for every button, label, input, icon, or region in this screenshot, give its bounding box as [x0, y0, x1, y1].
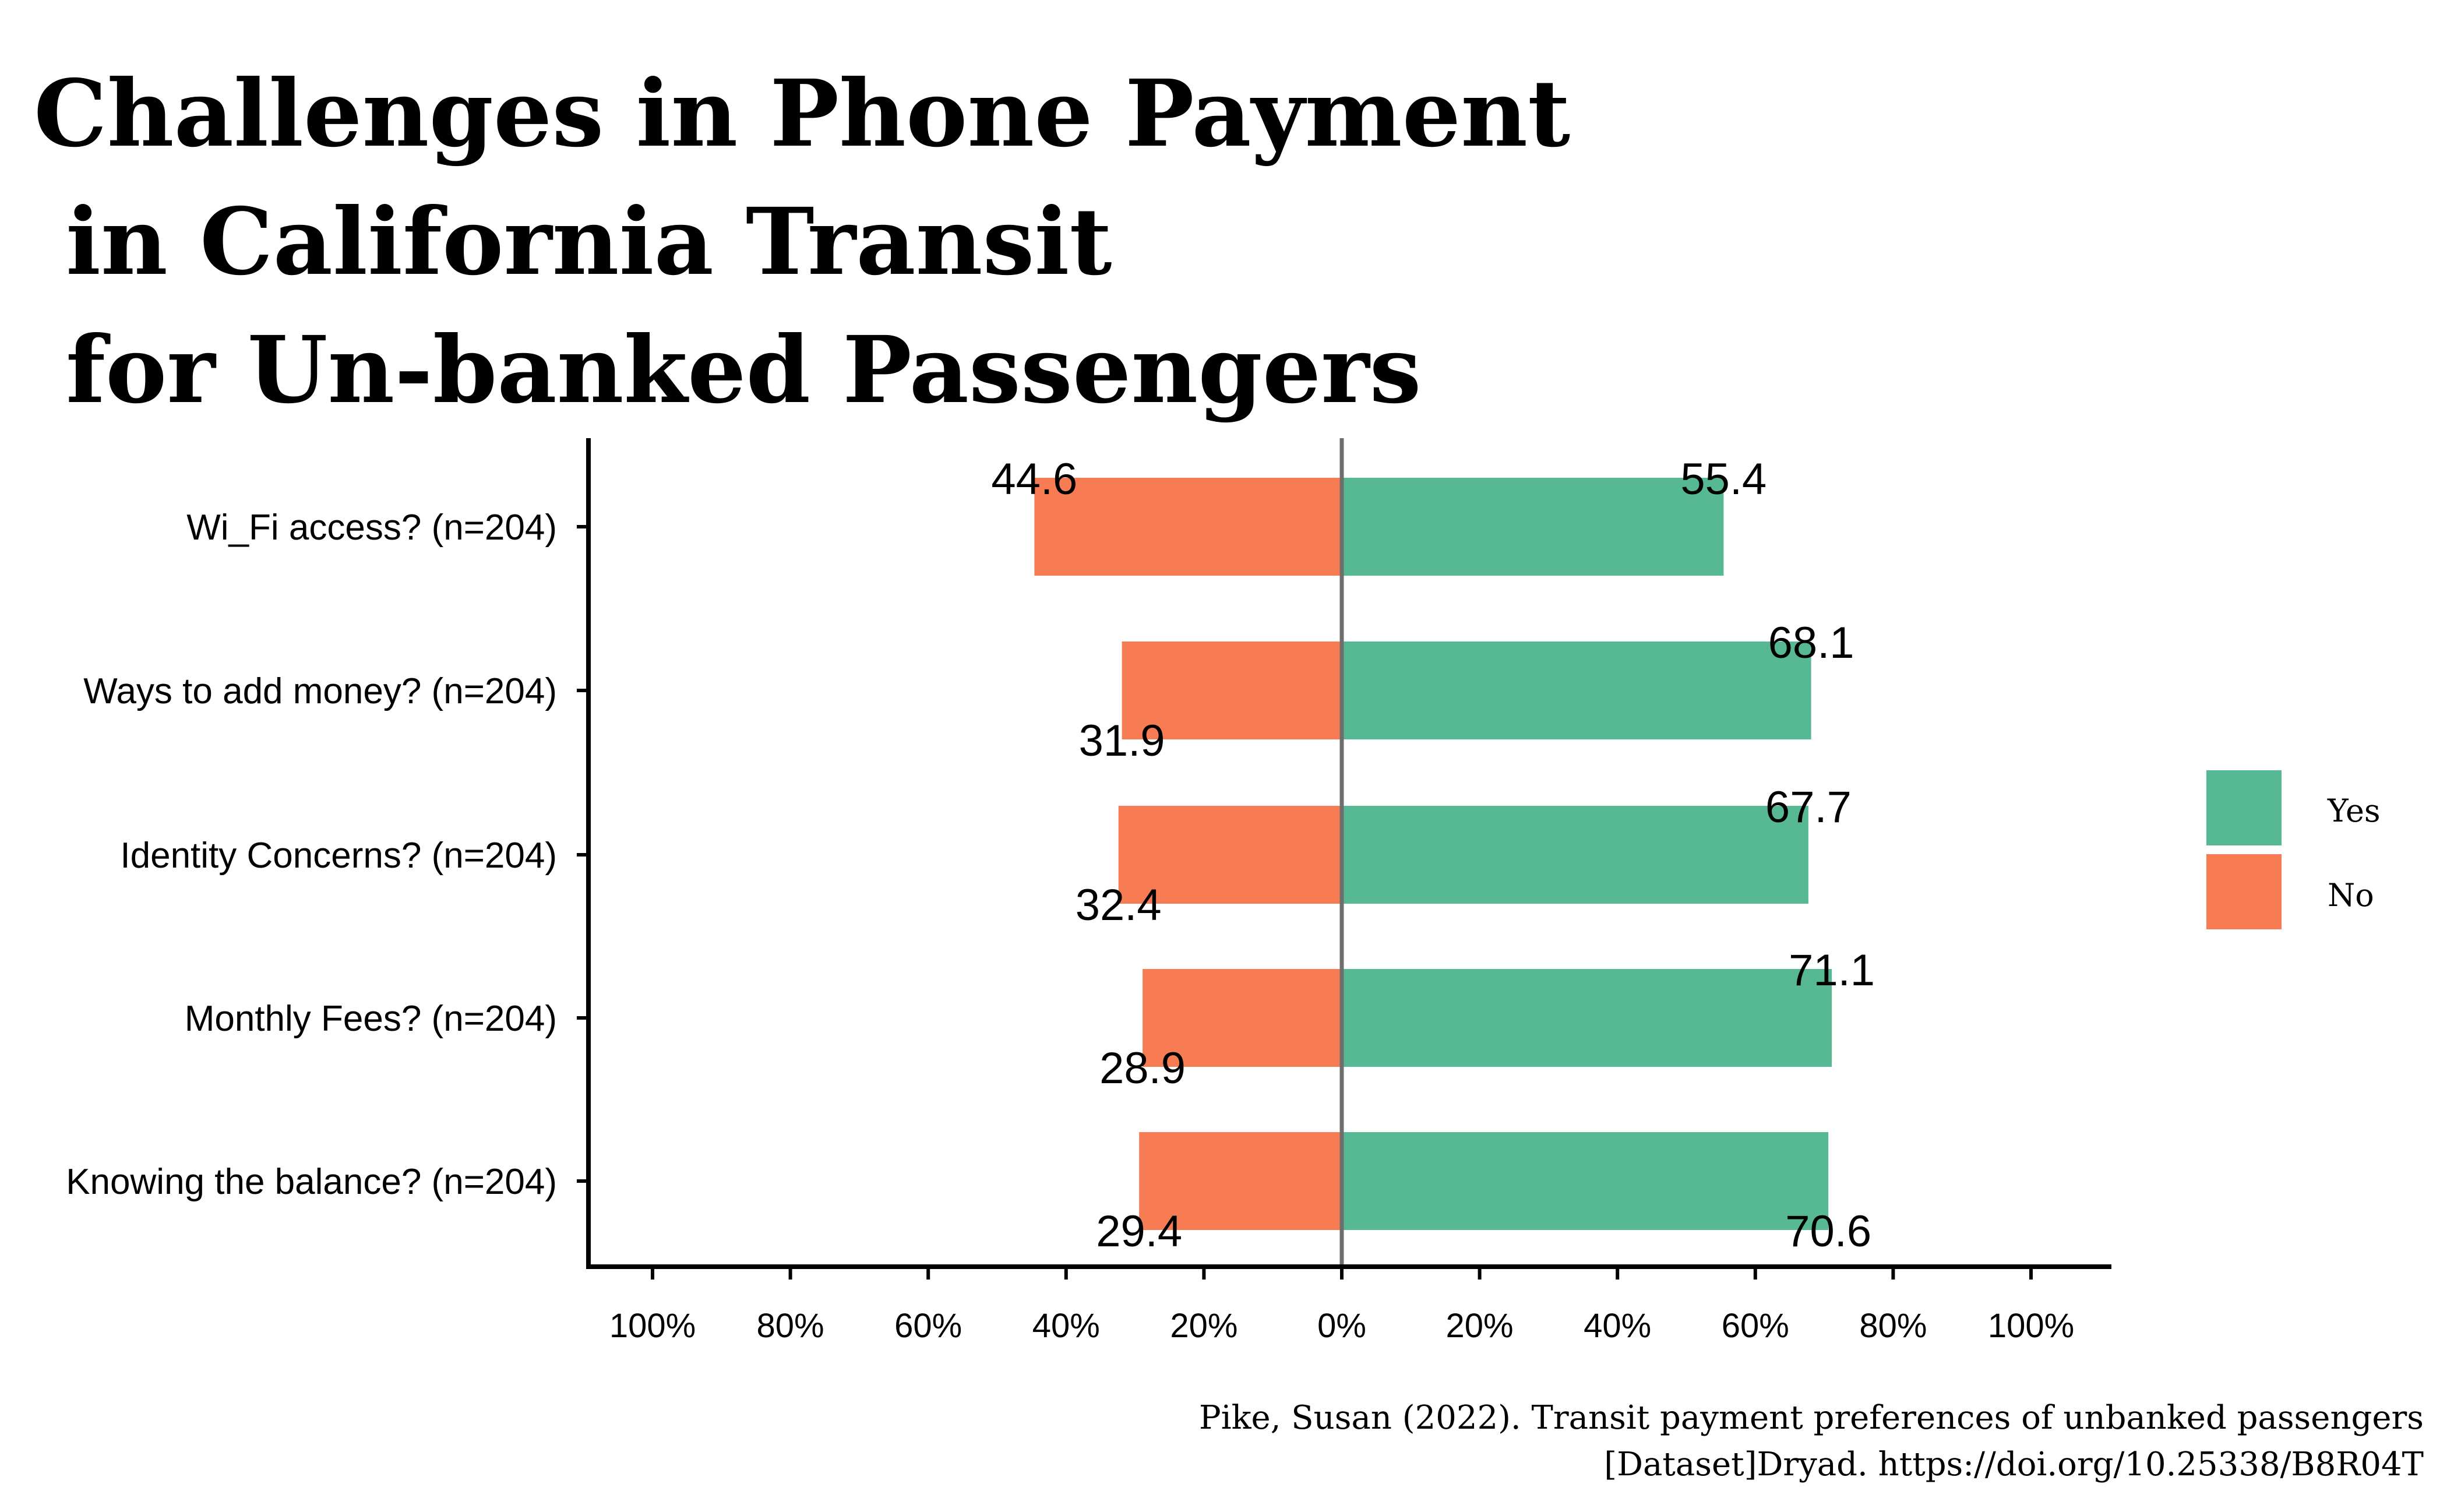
value-label-yes: 71.1: [1789, 946, 1875, 995]
caption-line-1: Pike, Susan (2022). Transit payment pref…: [1199, 1399, 2424, 1437]
legend-label-no: No: [2328, 877, 2374, 914]
value-label-yes: 68.1: [1768, 618, 1854, 668]
legend-label-yes: Yes: [2327, 792, 2381, 829]
x-tick-label: 40%: [1584, 1307, 1651, 1345]
legend-key-yes: [2206, 770, 2282, 845]
x-tick-label: 20%: [1170, 1307, 1237, 1345]
title-line-1: Challenges in Phone Payment: [34, 60, 1570, 168]
x-tick-label: 0%: [1317, 1307, 1366, 1345]
value-label-no: 44.6: [991, 454, 1077, 504]
bar-yes: [1342, 969, 1832, 1067]
x-axis-ticks: 100% 80% 60% 40% 20% 0% 20% 40% 60% 80% 100%: [609, 1267, 2074, 1345]
category-label: Monthly Fees? (n=204): [185, 999, 557, 1039]
value-label-yes: 70.6: [1785, 1207, 1871, 1256]
legend: Yes No: [2206, 770, 2381, 929]
x-tick-label: 100%: [1988, 1307, 2074, 1345]
value-label-no: 29.4: [1096, 1207, 1182, 1256]
caption-line-2: [Dataset]Dryad. https://doi.org/10.25338…: [1604, 1446, 2424, 1483]
bars: [1034, 438, 1832, 1267]
title-line-3: for Un-banked Passengers: [34, 316, 1422, 424]
bar-no: [1034, 478, 1342, 576]
bar-yes: [1342, 478, 1724, 576]
x-tick-label: 80%: [757, 1307, 824, 1345]
x-tick-label: 20%: [1446, 1307, 1514, 1345]
category-label: Identity Concerns? (n=204): [120, 836, 557, 876]
caption: Pike, Susan (2022). Transit payment pref…: [1199, 1399, 2424, 1483]
bar-yes: [1342, 642, 1811, 739]
y-axis-labels: Wi_Fi access? (n=204) Ways to add money? …: [66, 507, 588, 1202]
x-tick-label: 60%: [894, 1307, 962, 1345]
legend-key-no: [2206, 854, 2282, 929]
value-label-no: 32.4: [1076, 880, 1162, 930]
value-labels: 55.4 44.6 68.1 31.9 67.7 32.4 71.1 28.9 70.6 29.4: [991, 454, 1875, 1256]
bar-no: [1139, 1132, 1342, 1230]
x-tick-label: 40%: [1032, 1307, 1100, 1345]
chart-title: Challenges in Phone Payment in Californi…: [34, 60, 1570, 424]
bar-no: [1122, 642, 1342, 739]
category-label: Ways to add money? (n=204): [83, 671, 557, 711]
category-label: Knowing the balance? (n=204): [66, 1162, 557, 1202]
bar-yes: [1342, 1132, 1829, 1230]
category-label: Wi_Fi access? (n=204): [186, 507, 557, 548]
bar-no: [1118, 806, 1342, 904]
value-label-no: 31.9: [1079, 716, 1165, 766]
title-line-2: in California Transit: [34, 188, 1112, 296]
x-tick-label: 100%: [609, 1307, 696, 1345]
x-tick-label: 80%: [1859, 1307, 1927, 1345]
value-label-yes: 55.4: [1680, 454, 1767, 504]
value-label-no: 28.9: [1099, 1044, 1186, 1093]
value-label-yes: 67.7: [1765, 783, 1852, 832]
bar-yes: [1342, 806, 1808, 904]
x-tick-label: 60%: [1722, 1307, 1789, 1345]
bar-no: [1143, 969, 1342, 1067]
